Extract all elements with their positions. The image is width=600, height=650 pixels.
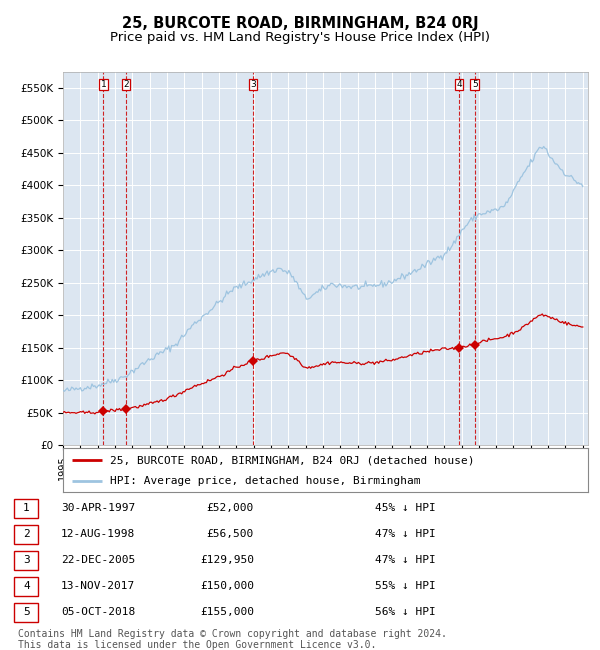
FancyBboxPatch shape [14, 525, 38, 543]
Text: 25, BURCOTE ROAD, BIRMINGHAM, B24 0RJ (detached house): 25, BURCOTE ROAD, BIRMINGHAM, B24 0RJ (d… [110, 455, 475, 465]
Text: 3: 3 [250, 80, 256, 89]
Text: 30-APR-1997: 30-APR-1997 [61, 503, 135, 514]
FancyBboxPatch shape [14, 603, 38, 621]
Text: 2: 2 [123, 80, 128, 89]
Text: 1: 1 [100, 80, 106, 89]
Text: Price paid vs. HM Land Registry's House Price Index (HPI): Price paid vs. HM Land Registry's House … [110, 31, 490, 44]
Text: 47% ↓ HPI: 47% ↓ HPI [375, 529, 436, 539]
Text: 4: 4 [457, 80, 462, 89]
Text: 22-DEC-2005: 22-DEC-2005 [61, 555, 135, 566]
Text: 47% ↓ HPI: 47% ↓ HPI [375, 555, 436, 566]
Text: HPI: Average price, detached house, Birmingham: HPI: Average price, detached house, Birm… [110, 476, 421, 486]
FancyBboxPatch shape [14, 577, 38, 595]
Text: 5: 5 [472, 80, 478, 89]
Text: 2: 2 [23, 529, 30, 539]
Text: Contains HM Land Registry data © Crown copyright and database right 2024.
This d: Contains HM Land Registry data © Crown c… [18, 629, 447, 650]
Text: £129,950: £129,950 [200, 555, 254, 566]
FancyBboxPatch shape [14, 499, 38, 517]
Text: 55% ↓ HPI: 55% ↓ HPI [375, 581, 436, 592]
Text: 1: 1 [23, 503, 30, 514]
Text: £56,500: £56,500 [206, 529, 254, 539]
Text: 45% ↓ HPI: 45% ↓ HPI [375, 503, 436, 514]
Text: £150,000: £150,000 [200, 581, 254, 592]
Text: 13-NOV-2017: 13-NOV-2017 [61, 581, 135, 592]
Text: £52,000: £52,000 [206, 503, 254, 514]
Text: 25, BURCOTE ROAD, BIRMINGHAM, B24 0RJ: 25, BURCOTE ROAD, BIRMINGHAM, B24 0RJ [122, 16, 478, 31]
Text: 05-OCT-2018: 05-OCT-2018 [61, 607, 135, 618]
FancyBboxPatch shape [14, 551, 38, 569]
Text: 56% ↓ HPI: 56% ↓ HPI [375, 607, 436, 618]
Text: 4: 4 [23, 581, 30, 592]
Text: 5: 5 [23, 607, 30, 618]
Text: 12-AUG-1998: 12-AUG-1998 [61, 529, 135, 539]
Text: £155,000: £155,000 [200, 607, 254, 618]
Text: 3: 3 [23, 555, 30, 566]
